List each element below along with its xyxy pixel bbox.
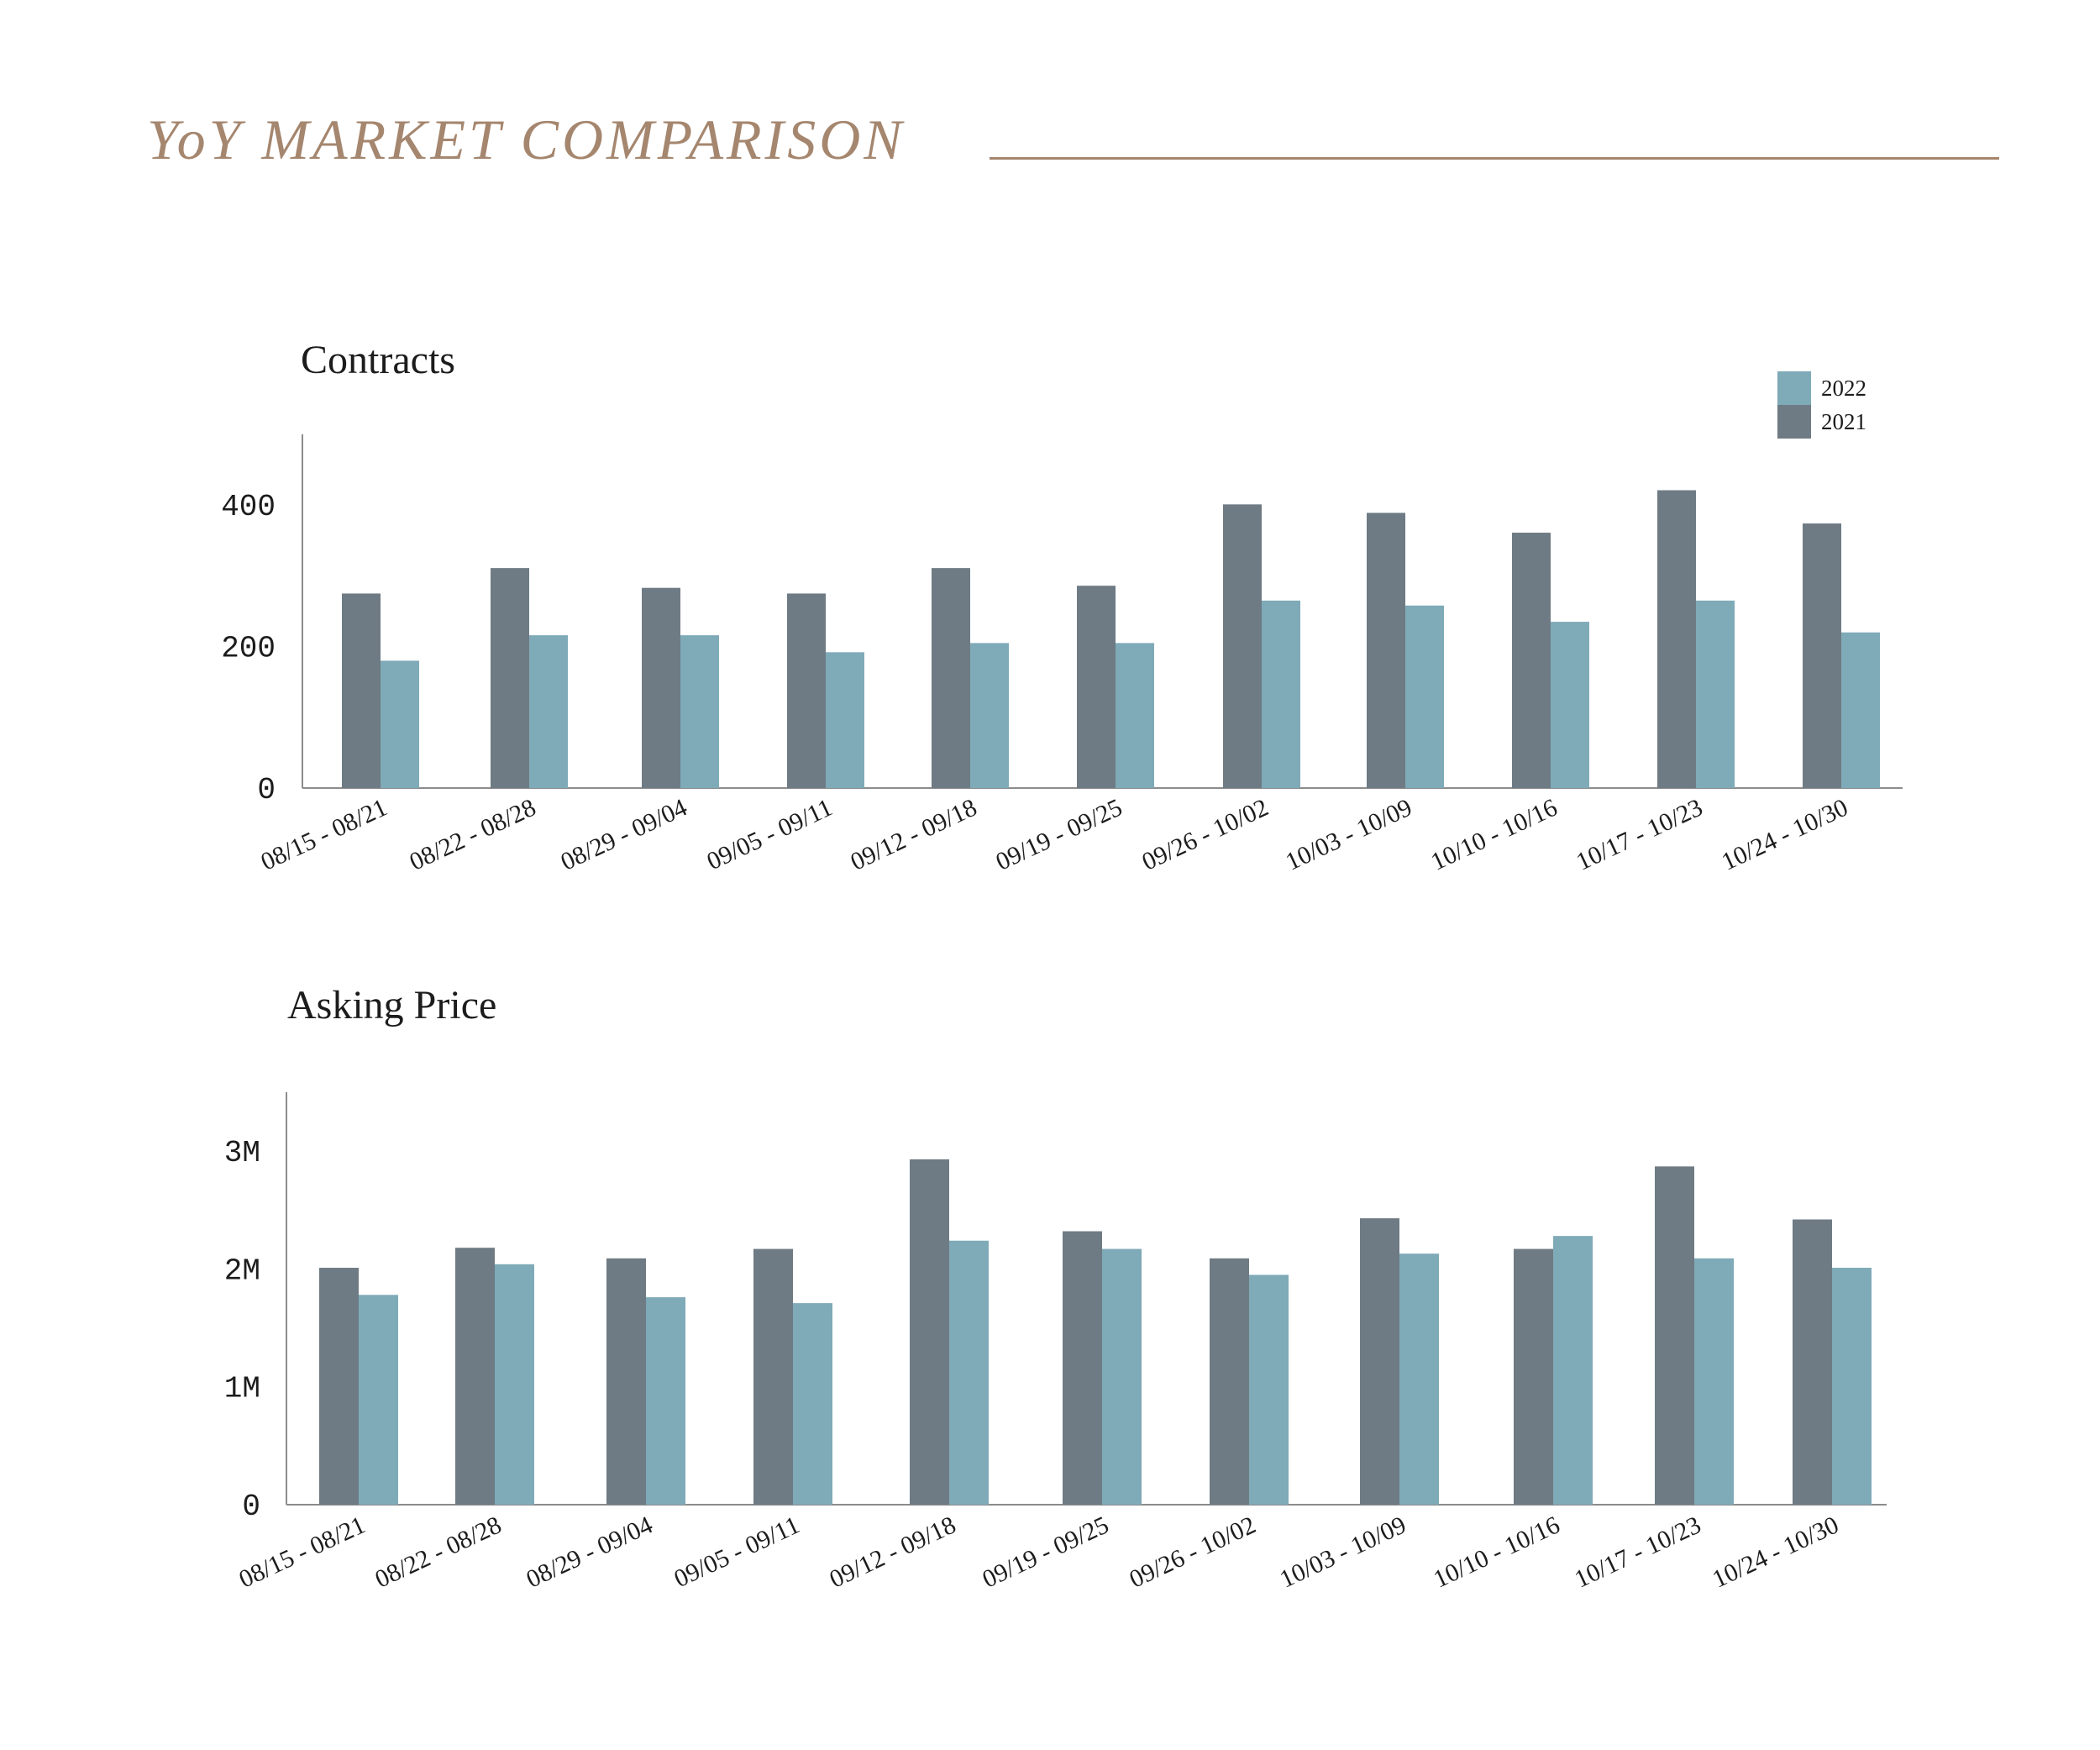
contracts-bar-2021 [342,593,381,788]
asking-price-bar-2022 [1832,1268,1872,1505]
asking-price-category-label: 08/22 - 08/28 [370,1511,505,1593]
asking-price-y-tick-label: 2M [224,1253,260,1288]
contracts-bar-2021 [787,593,826,788]
contracts-bar-2022 [826,652,864,788]
asking-price-bar-2022 [646,1297,685,1505]
asking-price-bar-2021 [1360,1218,1399,1505]
contracts-bar-2021 [642,587,680,788]
asking-price-bar-2021 [1210,1258,1249,1505]
asking-price-bar-2021 [455,1248,495,1505]
contracts-bar-2022 [1116,643,1154,788]
asking-price-bar-2022 [359,1295,398,1505]
asking-price-bar-2021 [1793,1219,1832,1505]
legend-swatch-2021 [1777,405,1811,439]
contracts-chart-title: Contracts [301,338,455,382]
contracts-bar-2021 [932,568,970,788]
page-title: YoY MARKET COMPARISON [147,108,906,171]
asking-price-bar-2021 [606,1258,646,1505]
asking-price-bar-2021 [1063,1231,1102,1505]
asking-price-category-label: 10/17 - 10/23 [1570,1511,1704,1593]
legend-swatch-2022 [1777,371,1811,405]
contracts-bar-2022 [1262,600,1300,788]
contracts-y-tick-label: 400 [221,490,276,524]
asking-price-category-label: 10/24 - 10/30 [1708,1511,1842,1593]
asking-price-category-label: 09/12 - 09/18 [825,1511,959,1593]
asking-price-bar-2021 [1655,1166,1694,1505]
asking-price-bar-2022 [1102,1248,1142,1505]
contracts-bar-2022 [381,660,419,788]
asking-price-category-label: 10/03 - 10/09 [1275,1511,1410,1593]
asking-price-bar-2022 [793,1303,832,1505]
asking-price-bar-2022 [1399,1253,1439,1505]
contracts-bar-2022 [529,635,568,788]
legend-label-2021: 2021 [1821,409,1866,434]
asking-price-category-label: 09/19 - 09/25 [978,1511,1112,1593]
contracts-bar-2021 [1512,533,1551,788]
asking-price-y-tick-label: 1M [224,1372,260,1406]
contracts-bar-2021 [1657,490,1696,788]
contracts-y-tick-label: 200 [221,632,276,666]
contracts-bar-2021 [491,568,529,788]
contracts-bar-2022 [1841,632,1880,788]
legend-label-2022: 2022 [1821,376,1866,401]
asking-price-bar-2021 [753,1248,793,1505]
contracts-bar-2022 [970,643,1009,788]
contracts-y-tick-label: 0 [257,773,276,807]
contracts-bar-2022 [680,635,719,788]
asking-price-bar-2022 [495,1264,534,1505]
title-divider [990,157,1999,160]
contracts-bar-2021 [1223,504,1262,788]
asking-price-chart-title: Asking Price [287,983,497,1027]
asking-price-bar-2021 [319,1268,359,1505]
contracts-bar-2021 [1367,512,1405,788]
contracts-bar-2021 [1803,523,1841,788]
asking-price-bar-2022 [949,1240,989,1505]
contracts-bar-2022 [1551,622,1589,788]
asking-price-category-label: 08/29 - 09/04 [522,1511,656,1593]
asking-price-bar-2021 [1514,1248,1553,1505]
asking-price-bar-2022 [1249,1274,1289,1505]
asking-price-category-label: 09/26 - 10/02 [1125,1511,1259,1593]
asking-price-y-tick-label: 3M [224,1136,260,1170]
asking-price-category-label: 10/10 - 10/16 [1429,1511,1563,1593]
asking-price-y-tick-label: 0 [242,1490,260,1524]
contracts-bar-2021 [1077,586,1116,788]
contracts-bar-2022 [1405,605,1444,788]
contracts-bar-2022 [1696,600,1735,788]
asking-price-category-label: 09/05 - 09/11 [670,1511,804,1593]
asking-price-bar-2022 [1553,1236,1593,1505]
asking-price-bar-2022 [1694,1258,1734,1505]
asking-price-bar-2021 [910,1159,949,1505]
